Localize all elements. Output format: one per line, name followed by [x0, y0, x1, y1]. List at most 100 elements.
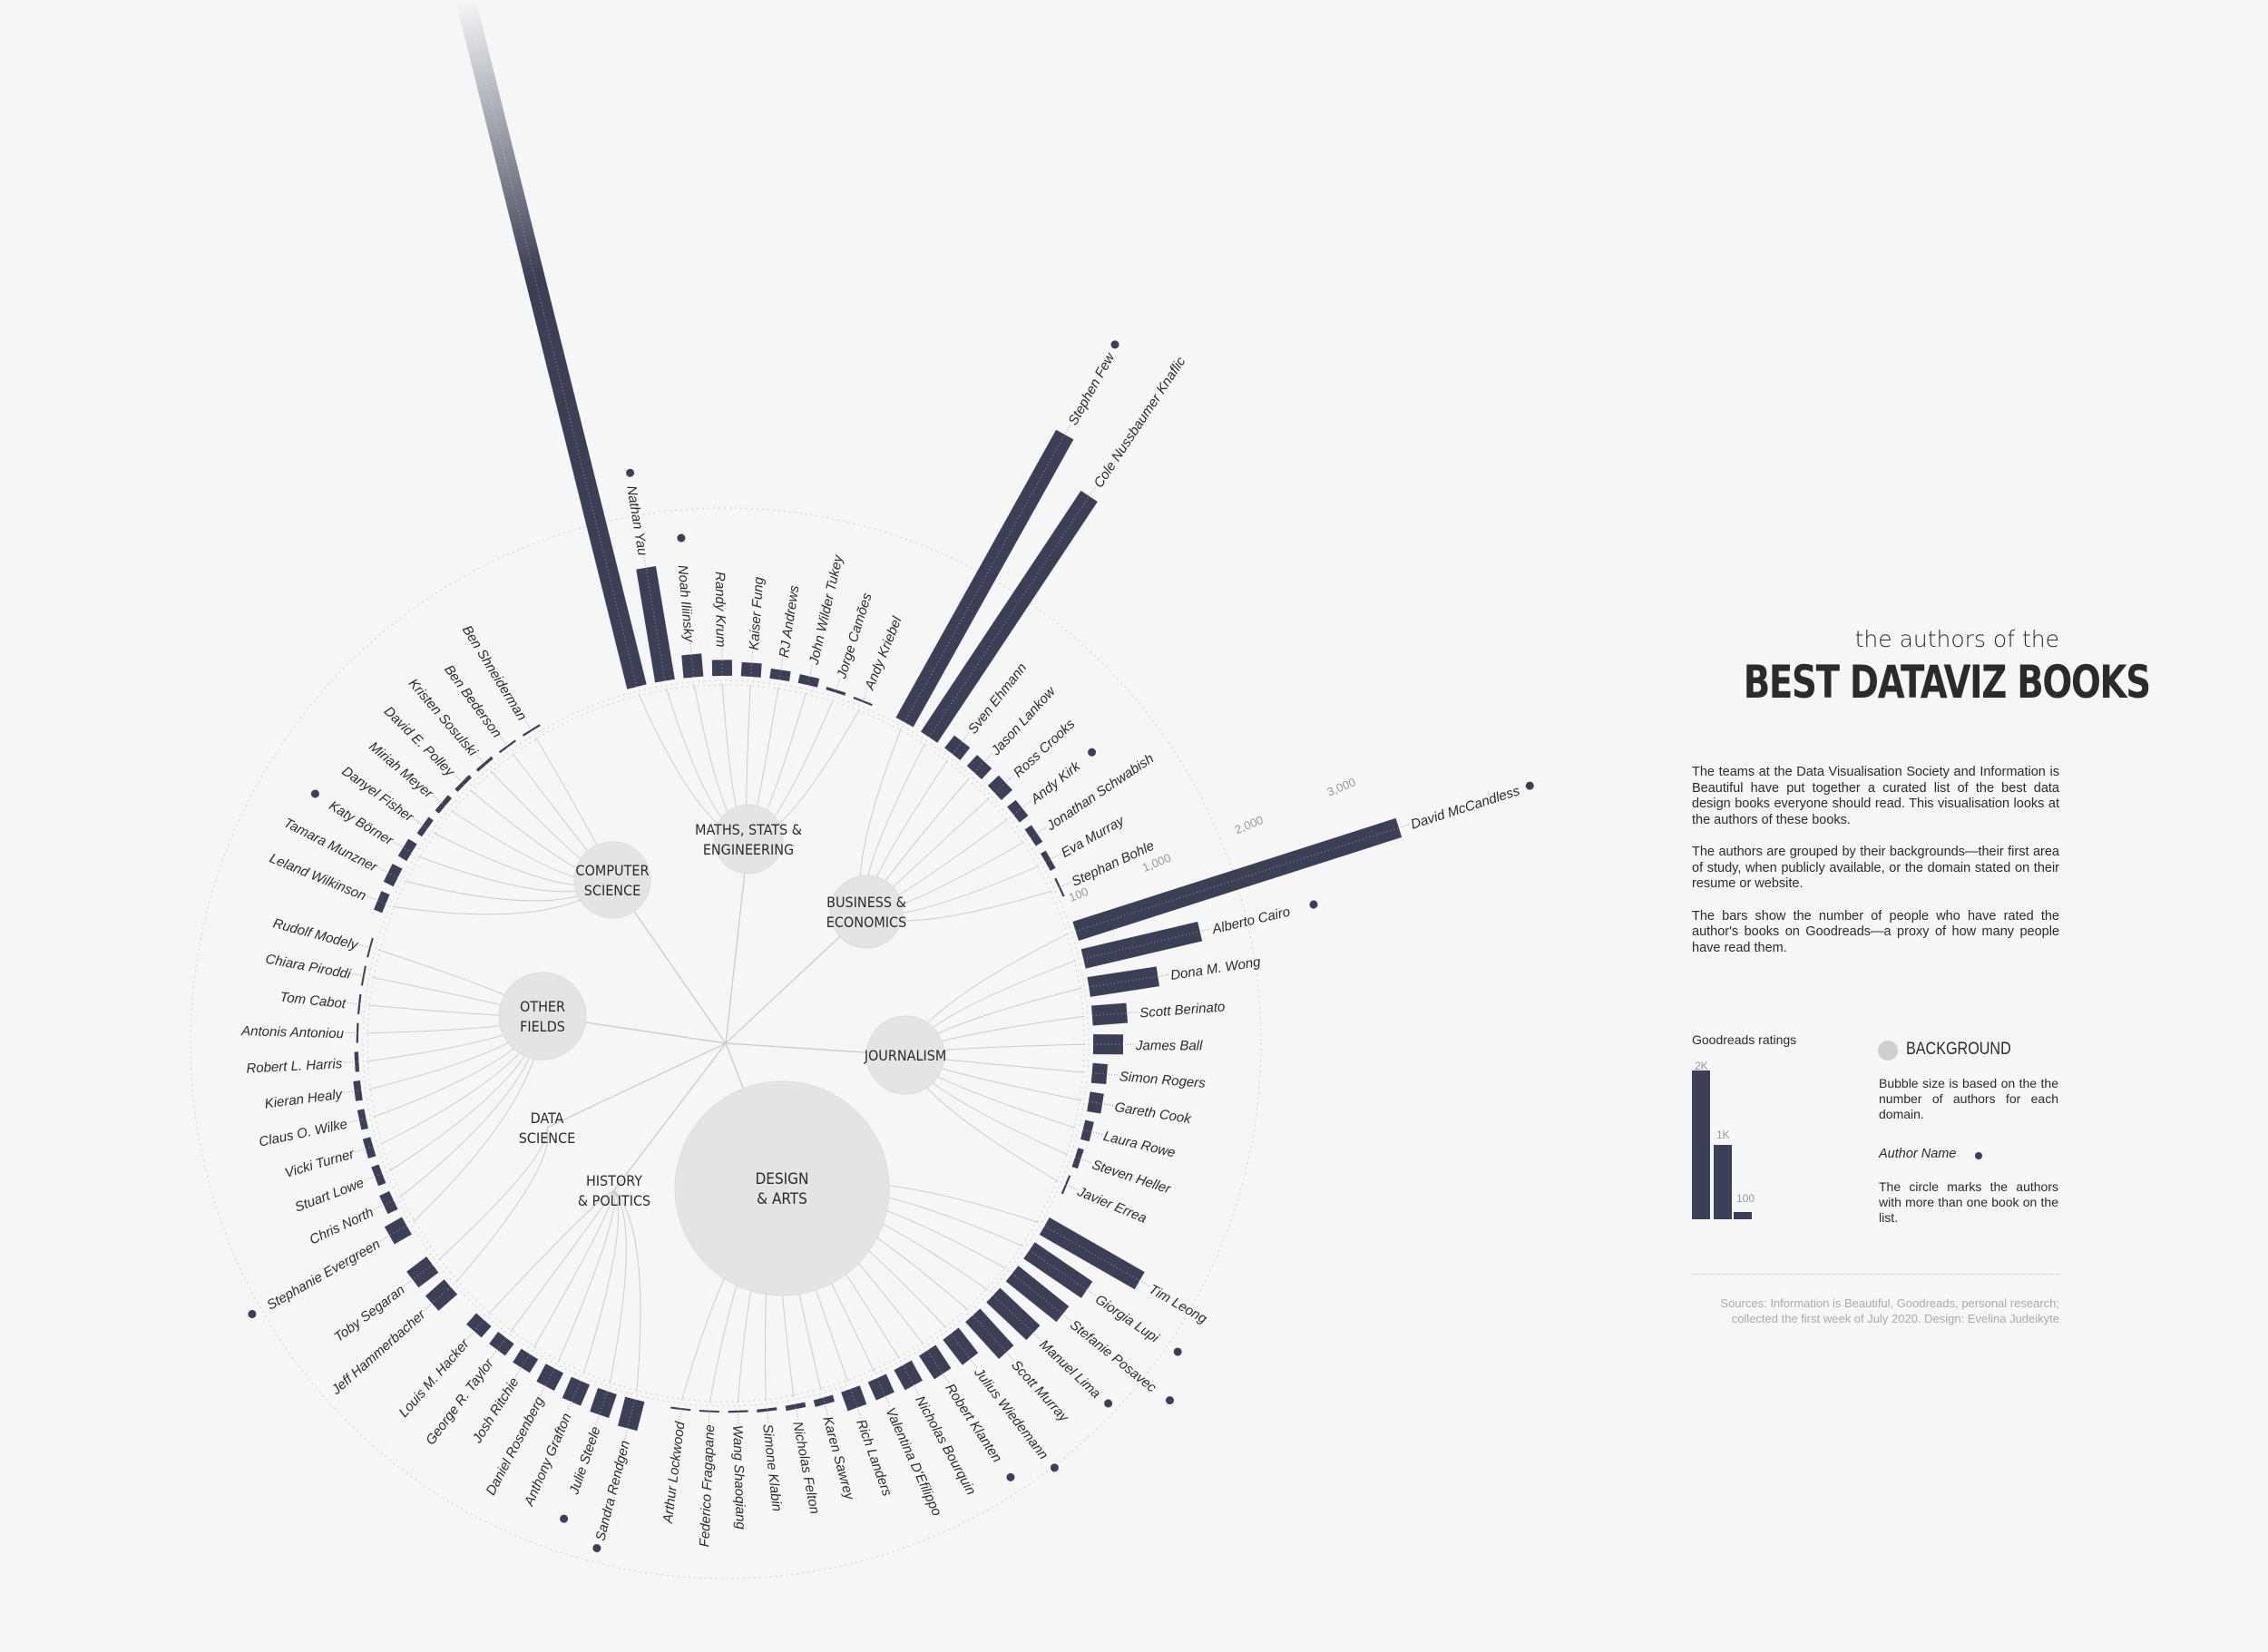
bar-rj-andrews [769, 668, 791, 681]
bar-antonis-antoniou [356, 1022, 359, 1043]
bar-group [384, 1217, 412, 1245]
bar-dotted-guide [750, 662, 753, 677]
label-leader [751, 651, 754, 661]
label-leader [1065, 425, 1071, 434]
bar-group [711, 660, 733, 677]
group-label: DATA [531, 1109, 564, 1127]
label-leader [352, 973, 362, 976]
bar-group [943, 1327, 979, 1365]
bar-dotted-guide [952, 741, 963, 755]
bar-group [475, 756, 494, 772]
bar-group [769, 668, 791, 681]
author-link-line [609, 1189, 627, 1384]
bar-valentina-d-efilippo [867, 1373, 894, 1401]
label-leader [1034, 1334, 1041, 1341]
bar-dotted-guide [1044, 1226, 1140, 1282]
author-label-group: Stefanie Posavec [1063, 1315, 1175, 1405]
label-leader [566, 1403, 572, 1413]
bar-group [740, 661, 762, 678]
label-leader [348, 1119, 358, 1123]
bar-jorge-camo-es [826, 687, 846, 696]
author-label-rich-landers: Rich Landers [853, 1417, 894, 1498]
author-label-arthur-lockwood: Arthur Lockwood [660, 1420, 689, 1524]
radial-bar-chart: MATHS, STATS & ENGINEERING BUSINESS & ECONO… [190, 0, 1534, 1579]
bar-simone-klabin [757, 1407, 777, 1413]
bar-group [357, 1109, 368, 1130]
author-label-group: Louis M. Hacker [396, 1332, 474, 1421]
author-label-simon-rogers: Simon Rogers [1119, 1069, 1207, 1091]
title-line-1: the authors of the [1854, 626, 2059, 652]
author-label-randy-krum: Randy Krum [712, 572, 728, 648]
author-label-david-mccandless: David McCandless [1409, 783, 1522, 832]
bar-group [425, 1279, 458, 1311]
bar-andy-kriebel [853, 696, 873, 707]
label-leader [423, 1304, 432, 1312]
label-leader [624, 1430, 628, 1440]
bar-group [920, 490, 1098, 743]
bar-tamara-munzner [383, 864, 403, 887]
label-leader [1038, 826, 1047, 833]
multiple-books-marker-icon [310, 789, 319, 798]
bar-group [986, 1287, 1041, 1341]
description-paragraph-3: The bars show the number of people who h… [1692, 908, 2059, 955]
group-label: BUSINESS & [826, 894, 906, 911]
label-leader [379, 1236, 388, 1242]
author-label-group: Simone Klabin [759, 1413, 785, 1512]
bar-group [353, 1080, 363, 1101]
bar-group [1072, 817, 1403, 941]
author-label-wang-shaoqiang: Wang Shaoqiang [729, 1425, 748, 1530]
bar-group [965, 1308, 1014, 1359]
bar-dotted-guide [1029, 1249, 1088, 1291]
author-label-group: David McCandless [1400, 781, 1534, 833]
bar-dotted-guide [412, 1264, 434, 1280]
author-label-group: Stephen Few [1065, 340, 1119, 434]
bar-toby-segaran [406, 1256, 439, 1288]
bar-dotted-guide [1082, 1129, 1092, 1133]
bar-group [1087, 1091, 1104, 1114]
author-label-group: Vicki Turner [283, 1146, 365, 1181]
bar-group [966, 755, 992, 780]
label-leader [679, 1410, 681, 1421]
bar-group [1071, 1148, 1084, 1169]
author-label-jeff-hammerbacher: Jeff Hammerbacher [328, 1306, 429, 1398]
bar-ben-bederson [498, 739, 516, 754]
bar-group [1061, 1175, 1071, 1195]
bar-group [374, 891, 390, 914]
author-label-dona-m-wong: Dona M. Wong [1169, 954, 1262, 983]
label-leader [643, 556, 647, 566]
group-bubble-computer-science [573, 841, 651, 919]
label-leader [490, 1351, 497, 1359]
label-leader [343, 1090, 353, 1093]
label-leader [500, 736, 507, 745]
bar-group [853, 696, 873, 707]
group-bubbles: MATHS, STATS & ENGINEERING BUSINESS & ECONO… [498, 804, 946, 1296]
bar-group [360, 965, 367, 986]
group-label: FIELDS [520, 1018, 565, 1035]
label-leader [514, 1368, 521, 1377]
label-leader [373, 1205, 383, 1210]
bar-julie-steele [590, 1387, 617, 1418]
bar-group [1090, 1062, 1109, 1085]
legend: Goodreads ratings 2K 1K 100 BACKGROUND B… [1692, 1032, 2059, 1241]
bar-dona-m-wong [1087, 966, 1160, 997]
bar-dotted-guide [973, 761, 985, 774]
label-leader [367, 895, 376, 901]
bar-alberto-cairo [1080, 921, 1203, 969]
legend-bar [1692, 1070, 1710, 1219]
label-leader [1061, 882, 1071, 887]
bar-stephanie-evergreen [384, 1217, 412, 1245]
bar-group [681, 653, 704, 679]
label-leader [466, 1332, 474, 1340]
multiple-books-marker-icon [1975, 1152, 1982, 1159]
label-leader [1140, 1281, 1149, 1287]
legend-bar [1714, 1145, 1732, 1219]
multiple-books-marker-icon [626, 468, 635, 477]
bar-group [1091, 1002, 1129, 1026]
label-leader [359, 944, 369, 948]
bar-group [618, 1396, 645, 1432]
author-label-nathan-yau: Nathan Yau [623, 484, 650, 557]
bar-group [455, 0, 647, 689]
label-leader [767, 1413, 769, 1422]
label-leader [1090, 486, 1096, 495]
bar-dotted-guide [473, 1319, 484, 1332]
